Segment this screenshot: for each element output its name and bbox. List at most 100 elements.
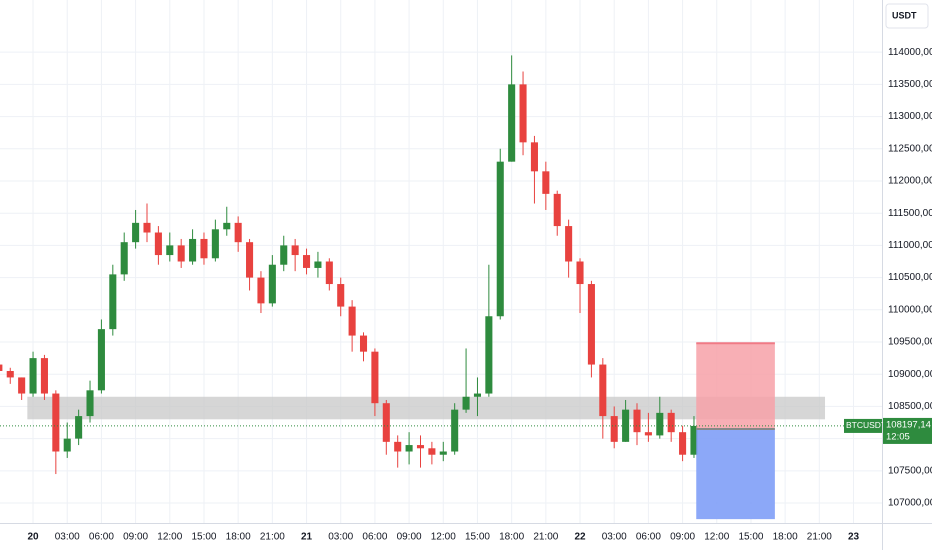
y-tick-label: 109000,00 — [888, 369, 932, 380]
candle-body — [633, 409, 641, 433]
candle-body — [485, 316, 493, 394]
x-tick-label: 23 — [848, 532, 860, 543]
candle-body — [52, 393, 60, 452]
y-tick-label: 107000,00 — [888, 498, 932, 509]
y-tick-label: 113500,00 — [888, 79, 932, 90]
candle-body — [690, 425, 698, 455]
x-tick-label: 21 — [301, 532, 313, 543]
candle-body — [405, 445, 413, 452]
unit-label: USDT — [892, 10, 917, 20]
candle-body — [280, 245, 288, 265]
candle-body — [644, 432, 652, 436]
x-tick-label: 06:00 — [89, 532, 114, 543]
candle-body — [473, 393, 481, 397]
y-tick-label: 113000,00 — [888, 111, 932, 122]
plot-area — [0, 0, 882, 523]
x-tick-label: 18:00 — [499, 532, 524, 543]
candle-body — [97, 329, 105, 391]
reward-area — [696, 428, 775, 520]
candle-body — [416, 445, 425, 449]
candle-body — [211, 229, 219, 259]
x-tick-label: 03:00 — [55, 532, 80, 543]
candle-body — [257, 277, 265, 304]
last-price-label: 108197,14 — [886, 419, 931, 430]
candle-body — [622, 409, 630, 442]
candle-body — [18, 377, 26, 394]
y-tick-label: 110000,00 — [888, 304, 932, 315]
x-tick-label: 12:00 — [431, 532, 456, 543]
unit-box[interactable] — [885, 3, 929, 29]
candle-body — [200, 238, 208, 259]
x-tick-label: 15:00 — [738, 532, 763, 543]
candle-body — [394, 441, 402, 452]
candle-body — [587, 284, 595, 365]
y-tick-label: 112000,00 — [888, 176, 932, 187]
candle-body — [610, 416, 618, 442]
candle-body — [40, 358, 48, 394]
candle-body — [132, 222, 140, 243]
y-tick-label: 111000,00 — [888, 240, 932, 251]
candle-body — [234, 222, 242, 243]
candle-body — [462, 396, 470, 410]
candle-body — [268, 264, 276, 304]
x-tick-label: 09:00 — [397, 532, 422, 543]
x-tick-label: 22 — [574, 532, 586, 543]
x-tick-label: 21:00 — [260, 532, 285, 543]
x-tick-label: 20 — [27, 532, 39, 543]
candle-body — [166, 245, 174, 256]
candle-body — [246, 242, 254, 278]
x-tick-label: 06:00 — [362, 532, 387, 543]
candle-body — [359, 335, 368, 352]
candle-body — [0, 364, 3, 371]
symbol-label: BTCUSDT — [846, 420, 886, 430]
x-tick-label: 18:00 — [773, 532, 798, 543]
symbol-tag — [844, 418, 882, 433]
candle-body — [120, 242, 128, 275]
candle-body — [371, 351, 379, 404]
candle-body — [530, 142, 538, 172]
candle-body — [519, 84, 527, 143]
candle-body — [325, 261, 333, 285]
x-tick-label: 12:00 — [704, 532, 729, 543]
y-tick-label: 110500,00 — [888, 272, 932, 283]
candle-body — [679, 432, 687, 455]
x-tick-label: 09:00 — [670, 532, 695, 543]
candle-body — [599, 364, 607, 417]
candle-body — [154, 232, 162, 256]
x-tick-label: 12:00 — [157, 532, 182, 543]
candle-body — [348, 306, 356, 336]
candle-body — [303, 255, 311, 268]
y-tick-label: 111500,00 — [888, 208, 932, 219]
candle-body — [314, 261, 322, 268]
candle-body — [576, 261, 584, 285]
candle-body — [29, 358, 37, 394]
candle-body — [656, 412, 664, 436]
candle-body — [451, 409, 459, 452]
y-tick-label: 112500,00 — [888, 143, 932, 154]
x-tick-label: 03:00 — [328, 532, 353, 543]
candle-body — [223, 222, 231, 230]
y-tick-label: 108500,00 — [888, 401, 932, 412]
candle-body — [565, 226, 573, 262]
x-tick-label: 18:00 — [226, 532, 251, 543]
x-tick-label: 03:00 — [602, 532, 627, 543]
candle-body — [667, 412, 675, 433]
candle-body — [177, 245, 185, 262]
y-tick-label: 114000,00 — [888, 47, 932, 58]
candle-body — [75, 416, 83, 439]
candle-body — [439, 451, 447, 455]
candle-body — [508, 84, 516, 162]
axes: 107000,00107500,00108000,00108500,001090… — [27, 47, 932, 543]
candle-body — [6, 370, 14, 378]
x-tick-label: 06:00 — [636, 532, 661, 543]
x-tick-label: 21:00 — [533, 532, 558, 543]
candle-body — [86, 390, 94, 417]
candle-body — [143, 222, 151, 233]
candle-body — [382, 403, 390, 442]
candle-body — [496, 161, 504, 317]
x-tick-label: 21:00 — [807, 532, 832, 543]
x-tick-label: 15:00 — [465, 532, 490, 543]
candle-body — [63, 438, 71, 452]
